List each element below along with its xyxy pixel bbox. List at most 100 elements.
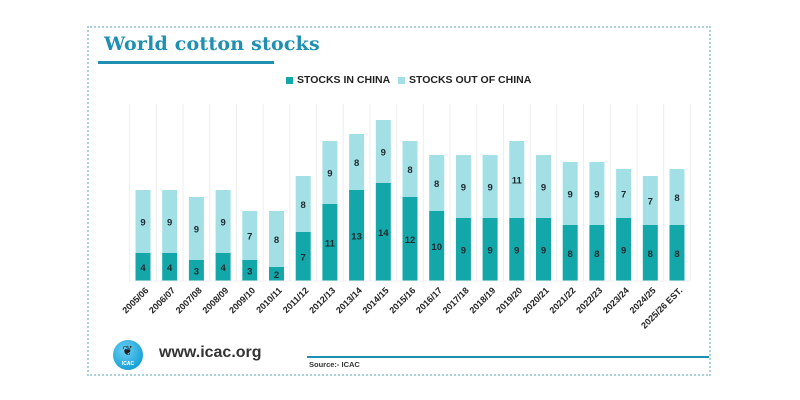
data-label-in-china: 7	[301, 253, 306, 264]
data-label-out-of-china: 8	[434, 179, 439, 190]
bar-in-china	[135, 253, 151, 281]
data-label-in-china: 3	[247, 267, 252, 278]
bar-out-of-china	[322, 141, 338, 204]
data-label-in-china: 10	[431, 242, 442, 253]
data-label-out-of-china: 9	[327, 169, 332, 180]
bar-in-china	[269, 267, 284, 281]
data-label-out-of-china: 11	[512, 176, 523, 187]
bar-in-china	[536, 218, 551, 281]
bar-in-china	[429, 211, 445, 281]
data-label-out-of-china: 7	[247, 232, 252, 243]
bar-out-of-china	[642, 176, 658, 225]
data-label-in-china: 9	[461, 246, 466, 257]
cotton-plant-icon: ❦	[122, 344, 133, 359]
data-label-out-of-china: 9	[487, 183, 492, 194]
data-label-in-china: 8	[594, 249, 599, 260]
data-label-in-china: 9	[621, 246, 626, 257]
title-underline	[98, 61, 274, 64]
x-tick-label: 2007/08	[174, 285, 204, 315]
bar-in-china	[242, 260, 258, 281]
bar-out-of-china	[482, 155, 498, 218]
x-tick-label: 2022/23	[574, 285, 604, 315]
data-label-in-china: 12	[405, 235, 416, 246]
x-tick-label: 2018/19	[467, 285, 497, 315]
data-label-out-of-china: 7	[648, 197, 653, 208]
bar-in-china	[215, 253, 231, 281]
bar-in-china	[589, 225, 605, 281]
bar-out-of-china	[242, 211, 258, 260]
bar-in-china	[642, 225, 658, 281]
data-label-in-china: 13	[351, 232, 362, 243]
data-label-in-china: 3	[194, 267, 199, 278]
bar-out-of-china	[215, 190, 231, 253]
bar-out-of-china	[589, 162, 605, 225]
x-tick-label: 2019/20	[494, 285, 524, 315]
bar-out-of-china	[295, 176, 311, 232]
legend-swatch-in-china	[286, 76, 293, 84]
x-tick-label: 2023/24	[601, 285, 631, 315]
x-tick-label: 2013/14	[334, 285, 364, 315]
logo-text: ICAC	[121, 361, 135, 367]
legend-swatch-out-of-china	[398, 76, 405, 84]
x-tick-label: 2010/11	[254, 285, 284, 315]
footer-url[interactable]: www.icac.org	[159, 344, 262, 361]
bar-in-china	[295, 232, 311, 281]
data-label-in-china: 9	[514, 246, 519, 257]
legend-item-in-china: STOCKS IN CHINA	[286, 74, 390, 86]
bar-out-of-china	[402, 141, 418, 197]
data-label-in-china: 9	[487, 246, 492, 257]
data-label-out-of-china: 9	[461, 183, 466, 194]
data-label-in-china: 4	[167, 263, 173, 274]
data-label-in-china: 2	[274, 270, 279, 281]
x-tick-label: 2011/12	[281, 285, 311, 315]
data-label-in-china: 4	[220, 263, 226, 274]
data-label-in-china: 8	[568, 249, 573, 260]
chart-frame	[87, 26, 711, 376]
bar-in-china	[188, 260, 204, 281]
data-label-out-of-china: 8	[354, 158, 359, 169]
x-tick-label: 2006/07	[147, 285, 177, 315]
x-tick-label: 2005/06	[120, 285, 150, 315]
bar-in-china	[349, 190, 365, 281]
bar-out-of-china	[509, 141, 525, 218]
x-tick-label: 2017/18	[441, 285, 471, 315]
x-tick-label: 2012/13	[307, 285, 337, 315]
bar-in-china	[375, 183, 391, 281]
icac-logo: ❦ ICAC	[113, 340, 143, 370]
data-label-in-china: 11	[325, 239, 336, 250]
bar-out-of-china	[455, 155, 471, 218]
data-label-in-china: 8	[648, 249, 653, 260]
data-label-in-china: 4	[140, 263, 146, 274]
data-label-out-of-china: 8	[301, 200, 306, 211]
footer-rule	[307, 356, 709, 358]
bar-in-china	[509, 218, 525, 281]
data-label-out-of-china: 9	[594, 190, 599, 201]
bar-in-china	[322, 204, 338, 281]
data-label-out-of-china: 8	[674, 193, 679, 204]
data-label-out-of-china: 9	[541, 183, 546, 194]
data-label-in-china: 9	[541, 246, 546, 257]
bar-in-china	[616, 218, 632, 281]
data-label-in-china: 8	[674, 249, 679, 260]
bar-out-of-china	[135, 190, 151, 253]
data-label-in-china: 14	[378, 228, 389, 239]
legend-label-in-china: STOCKS IN CHINA	[297, 74, 391, 86]
bar-in-china	[455, 218, 471, 281]
data-label-out-of-china: 9	[381, 148, 386, 159]
data-label-out-of-china: 9	[167, 218, 172, 229]
bar-in-china	[162, 253, 178, 281]
x-tick-label: 2021/22	[548, 285, 578, 315]
bar-out-of-china	[536, 155, 551, 218]
x-tick-label: 2020/21	[521, 285, 551, 315]
bar-out-of-china	[269, 211, 284, 267]
bar-out-of-china	[562, 162, 578, 225]
legend-label-out-of-china: STOCKS OUT OF CHINA	[409, 74, 532, 86]
source-note: Source:- ICAC	[309, 360, 360, 369]
bar-out-of-china	[616, 169, 632, 218]
bar-out-of-china	[349, 134, 365, 190]
bar-out-of-china	[162, 190, 178, 253]
data-label-out-of-china: 9	[220, 218, 225, 229]
x-tick-label: 2015/16	[387, 285, 417, 315]
data-label-out-of-china: 9	[140, 218, 145, 229]
